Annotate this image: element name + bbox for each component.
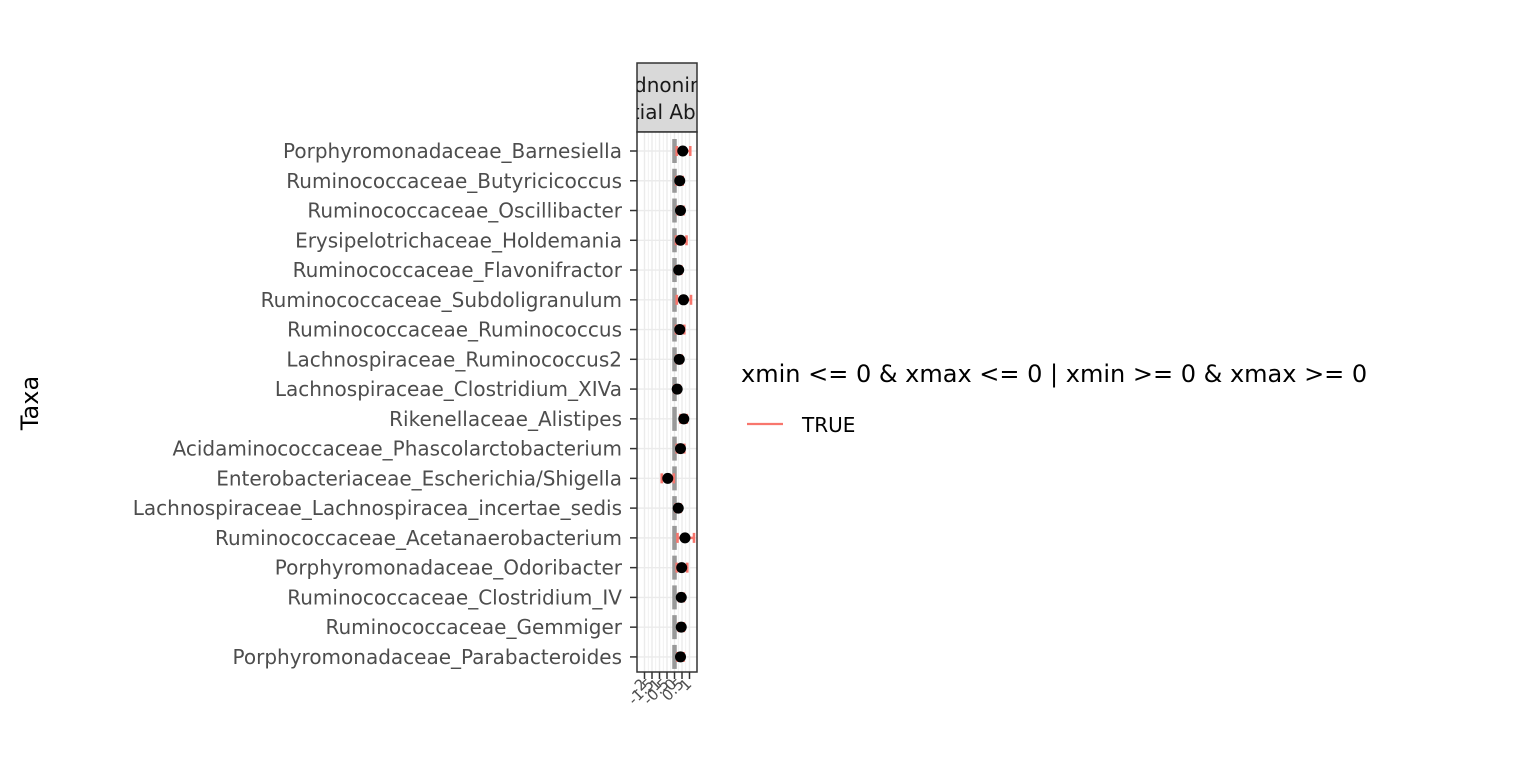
estimate-point <box>675 443 686 455</box>
estimate-point <box>678 413 690 425</box>
plot-panel <box>636 131 698 673</box>
taxon-label: Erysipelotrichaceae_Holdemania <box>295 228 622 252</box>
taxon-label: Enterobacteriaceae_Escherichia/Shigella <box>216 466 622 490</box>
estimate-point <box>673 353 685 365</box>
legend: xmin <= 0 & xmax <= 0 | xmin >= 0 & xmax… <box>741 360 1367 437</box>
estimate-point <box>677 145 689 157</box>
legend-title: xmin <= 0 & xmax <= 0 | xmin >= 0 & xmax… <box>741 360 1367 388</box>
taxon-label: Ruminococcaceae_Gemmiger <box>325 615 622 639</box>
taxon-label: Ruminococcaceae_Clostridium_IV <box>287 585 622 609</box>
taxon-label: Acidaminococcaceae_Phascolarctobacterium <box>173 437 622 461</box>
taxon-label: Porphyromonadaceae_Odoribacter <box>275 556 623 580</box>
facet-label-line-1: Badnonimic <box>608 73 726 97</box>
estimate-point <box>676 562 688 574</box>
estimate-point <box>674 175 686 187</box>
estimate-point <box>678 294 689 306</box>
estimate-point <box>675 621 687 633</box>
y-axis-title: Taxa <box>16 376 44 431</box>
taxon-label: Lachnospiraceae_Ruminococcus2 <box>286 347 622 371</box>
taxon-label: Ruminococcaceae_Flavonifractor <box>293 258 623 282</box>
legend-entry-true: TRUE <box>801 413 855 437</box>
x-axis: -2-1.5-1-0.500.51 <box>624 672 695 709</box>
estimate-points <box>662 145 691 663</box>
estimate-point <box>679 532 691 544</box>
taxon-label: Ruminococcaceae_Oscillibacter <box>307 199 622 223</box>
estimate-point <box>674 324 686 336</box>
estimate-point <box>675 591 687 603</box>
taxon-label: Ruminococcaceae_Ruminococcus <box>287 318 622 342</box>
facet-strip-background <box>636 62 698 133</box>
taxon-label: Ruminococcaceae_Butyricicoccus <box>286 169 622 193</box>
taxon-label: Lachnospiraceae_Clostridium_XIVa <box>275 377 622 401</box>
estimate-point <box>675 651 686 663</box>
gridlines <box>637 132 697 672</box>
estimate-point <box>672 502 684 514</box>
facet-strip: Badnonimic Differential Abundance <box>552 62 782 133</box>
facet-label-line-2: Differential Abundance <box>552 100 782 124</box>
estimate-point <box>675 205 686 217</box>
taxon-label: Ruminococcaceae_Subdoligranulum <box>261 288 622 312</box>
taxon-label: Ruminococcaceae_Acetanaerobacterium <box>215 526 622 550</box>
estimate-point <box>673 264 685 276</box>
taxon-label: Porphyromonadaceae_Barnesiella <box>283 139 622 163</box>
estimate-point <box>671 383 683 395</box>
taxon-label: Porphyromonadaceae_Parabacteroides <box>233 645 622 669</box>
taxon-label: Lachnospiraceae_Lachnospiracea_incertae_… <box>133 496 622 520</box>
y-axis: Porphyromonadaceae_Barnesiella Ruminococc… <box>133 139 637 669</box>
estimate-point <box>675 234 686 246</box>
estimate-point <box>662 472 674 484</box>
taxon-label: Rikenellaceae_Alistipes <box>389 407 622 431</box>
